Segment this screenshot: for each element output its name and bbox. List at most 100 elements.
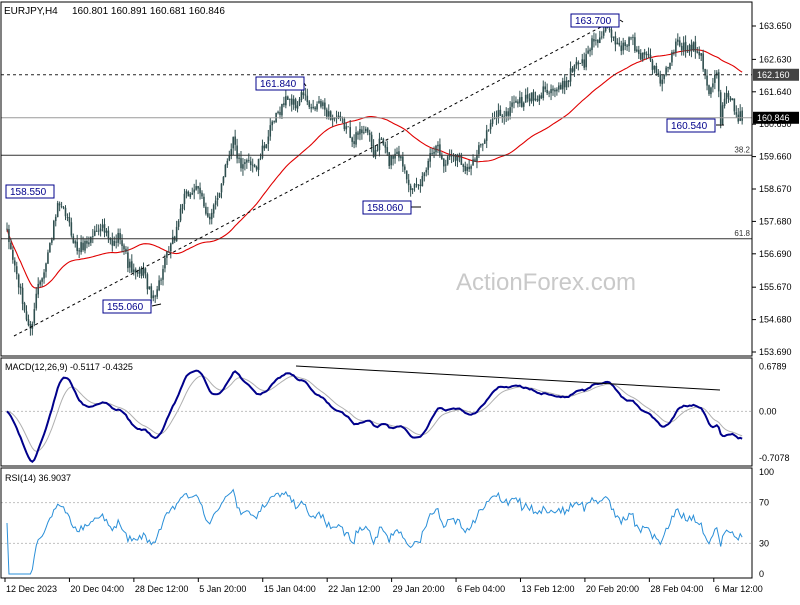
candle-body bbox=[565, 80, 568, 88]
candle-body bbox=[665, 67, 667, 75]
fib-level-label: 38.2 bbox=[734, 145, 750, 154]
candle-body bbox=[675, 41, 677, 53]
candle-body bbox=[558, 85, 560, 90]
price-tick-label: 159.660 bbox=[759, 152, 792, 162]
candle-body bbox=[659, 74, 662, 84]
candle-body bbox=[733, 98, 736, 112]
candle-body bbox=[99, 228, 102, 232]
candle-body bbox=[466, 166, 468, 171]
candle-body bbox=[220, 183, 223, 193]
candle-body bbox=[23, 303, 26, 311]
candle-body bbox=[392, 155, 394, 159]
candle-body bbox=[688, 44, 691, 52]
candle-body bbox=[64, 207, 67, 217]
candle-body bbox=[575, 61, 578, 66]
candle-body bbox=[528, 98, 531, 102]
candle-body bbox=[93, 230, 96, 236]
candle-body bbox=[35, 293, 38, 309]
candle-body bbox=[15, 266, 18, 275]
candle-body bbox=[702, 53, 704, 70]
candle-body bbox=[88, 242, 90, 245]
candle-body bbox=[281, 103, 283, 116]
candle-body bbox=[544, 86, 546, 90]
price-tick-label: 160.650 bbox=[759, 119, 792, 129]
candle-body bbox=[571, 68, 574, 72]
candle-body bbox=[470, 166, 472, 169]
candle-body bbox=[433, 151, 435, 154]
macd-line bbox=[6, 369, 743, 464]
candle-body bbox=[366, 128, 369, 133]
candle-body bbox=[384, 144, 387, 148]
axes-layer: 163.650 162.630 161.640 160.650 159.660 158.6… bbox=[0, 1, 792, 594]
rsi-tick-label: 100 bbox=[759, 467, 774, 477]
candle-body bbox=[150, 286, 153, 299]
candle-body bbox=[349, 127, 351, 138]
candle-body bbox=[261, 145, 264, 158]
candle-body bbox=[136, 272, 139, 274]
candle-body bbox=[314, 107, 316, 110]
candle-body bbox=[117, 232, 119, 243]
candle-body bbox=[78, 250, 80, 252]
candle-body bbox=[308, 101, 311, 107]
levels-layer: 162.160 160.846 38.2 61.8 bbox=[1, 68, 799, 240]
candle-body bbox=[84, 240, 86, 251]
candle-body bbox=[686, 51, 689, 53]
candle-body bbox=[491, 118, 494, 124]
candle-body bbox=[257, 158, 260, 170]
candle-body bbox=[189, 193, 192, 198]
candle-body bbox=[483, 140, 486, 144]
candle-body bbox=[90, 236, 92, 243]
macd-tick-label: 0.00 bbox=[759, 406, 777, 416]
candle-body bbox=[203, 196, 205, 207]
candle-body bbox=[382, 138, 385, 145]
candle-body bbox=[251, 164, 254, 166]
price-tag-text: 162.160 bbox=[757, 70, 790, 80]
candle-body bbox=[651, 60, 654, 70]
candle-body bbox=[95, 230, 98, 232]
swing-label-box bbox=[5, 184, 55, 199]
candle-body bbox=[694, 41, 697, 52]
candle-body bbox=[446, 156, 449, 165]
candle-body bbox=[222, 176, 225, 184]
candle-body bbox=[503, 116, 506, 118]
candle-body bbox=[372, 145, 375, 157]
candle-body bbox=[142, 268, 145, 276]
candle-body bbox=[690, 44, 693, 51]
candle-body bbox=[82, 242, 84, 250]
candle-body bbox=[413, 184, 416, 188]
candle-body bbox=[324, 102, 326, 110]
candle-body bbox=[68, 217, 71, 223]
candle-body bbox=[655, 65, 658, 73]
candle-body bbox=[263, 145, 266, 149]
candle-body bbox=[532, 91, 535, 101]
candle-body bbox=[560, 84, 562, 90]
candle-body bbox=[86, 240, 88, 244]
time-tick-label: 12 Dec 2023 bbox=[6, 584, 57, 594]
time-tick-label: 20 Feb 20:00 bbox=[586, 584, 639, 594]
candle-body bbox=[224, 165, 227, 178]
candle-body bbox=[684, 41, 687, 52]
candle-body bbox=[561, 80, 564, 90]
candle-body bbox=[132, 269, 135, 273]
candle-body bbox=[166, 251, 168, 258]
candle-body bbox=[487, 129, 490, 131]
candle-body bbox=[302, 92, 305, 96]
candle-body bbox=[210, 212, 213, 220]
candle-body bbox=[131, 261, 133, 273]
candle-body bbox=[419, 184, 422, 186]
candle-body bbox=[168, 251, 170, 253]
candle-body bbox=[563, 80, 566, 88]
candle-body bbox=[103, 224, 106, 233]
candle-body bbox=[444, 164, 447, 166]
candle-body bbox=[600, 36, 603, 38]
candle-body bbox=[439, 144, 441, 156]
candle-body bbox=[234, 136, 236, 145]
candle-body bbox=[228, 155, 231, 161]
candle-body bbox=[58, 203, 61, 206]
candle-body bbox=[657, 72, 660, 76]
candle-body bbox=[345, 126, 348, 130]
candle-body bbox=[579, 63, 582, 64]
macd-tick-label: -0.7078 bbox=[759, 453, 790, 463]
candle-body bbox=[511, 102, 513, 107]
